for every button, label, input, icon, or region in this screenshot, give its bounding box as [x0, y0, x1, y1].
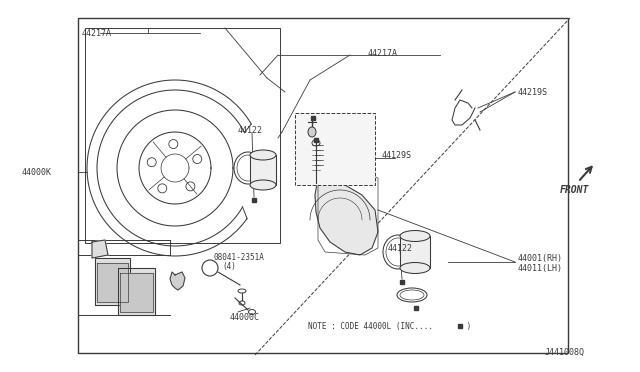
Text: 44217A: 44217A: [82, 29, 112, 38]
Text: 44000K: 44000K: [22, 167, 52, 176]
Text: 08041-2351A: 08041-2351A: [213, 253, 264, 262]
Text: 44122: 44122: [388, 244, 413, 253]
Polygon shape: [250, 155, 276, 185]
Polygon shape: [118, 268, 155, 315]
Text: 44011(LH): 44011(LH): [518, 263, 563, 273]
Polygon shape: [400, 236, 430, 268]
Polygon shape: [92, 240, 108, 258]
Text: FRONT: FRONT: [560, 185, 589, 195]
Ellipse shape: [400, 231, 430, 241]
Text: 44000C: 44000C: [230, 314, 260, 323]
Text: B: B: [208, 265, 212, 271]
Ellipse shape: [250, 180, 276, 190]
Polygon shape: [95, 258, 130, 305]
Ellipse shape: [308, 127, 316, 137]
Bar: [295, 113, 375, 185]
Bar: [78, 18, 568, 353]
Text: NOTE : CODE 44000L (INC....: NOTE : CODE 44000L (INC....: [308, 321, 433, 330]
Ellipse shape: [250, 150, 276, 160]
Polygon shape: [97, 263, 128, 302]
Text: ): ): [462, 321, 471, 330]
Circle shape: [202, 260, 218, 276]
Polygon shape: [315, 168, 378, 255]
Text: J441008Q: J441008Q: [545, 347, 585, 356]
Bar: [85, 28, 280, 243]
Text: 44217A: 44217A: [368, 48, 398, 58]
Ellipse shape: [400, 263, 430, 273]
Polygon shape: [120, 273, 153, 312]
Text: 44001(RH): 44001(RH): [518, 253, 563, 263]
Text: (4): (4): [222, 262, 236, 270]
Text: 44122: 44122: [238, 125, 263, 135]
Polygon shape: [170, 272, 185, 290]
Text: 44219S: 44219S: [518, 87, 548, 96]
Text: 44129S: 44129S: [382, 151, 412, 160]
